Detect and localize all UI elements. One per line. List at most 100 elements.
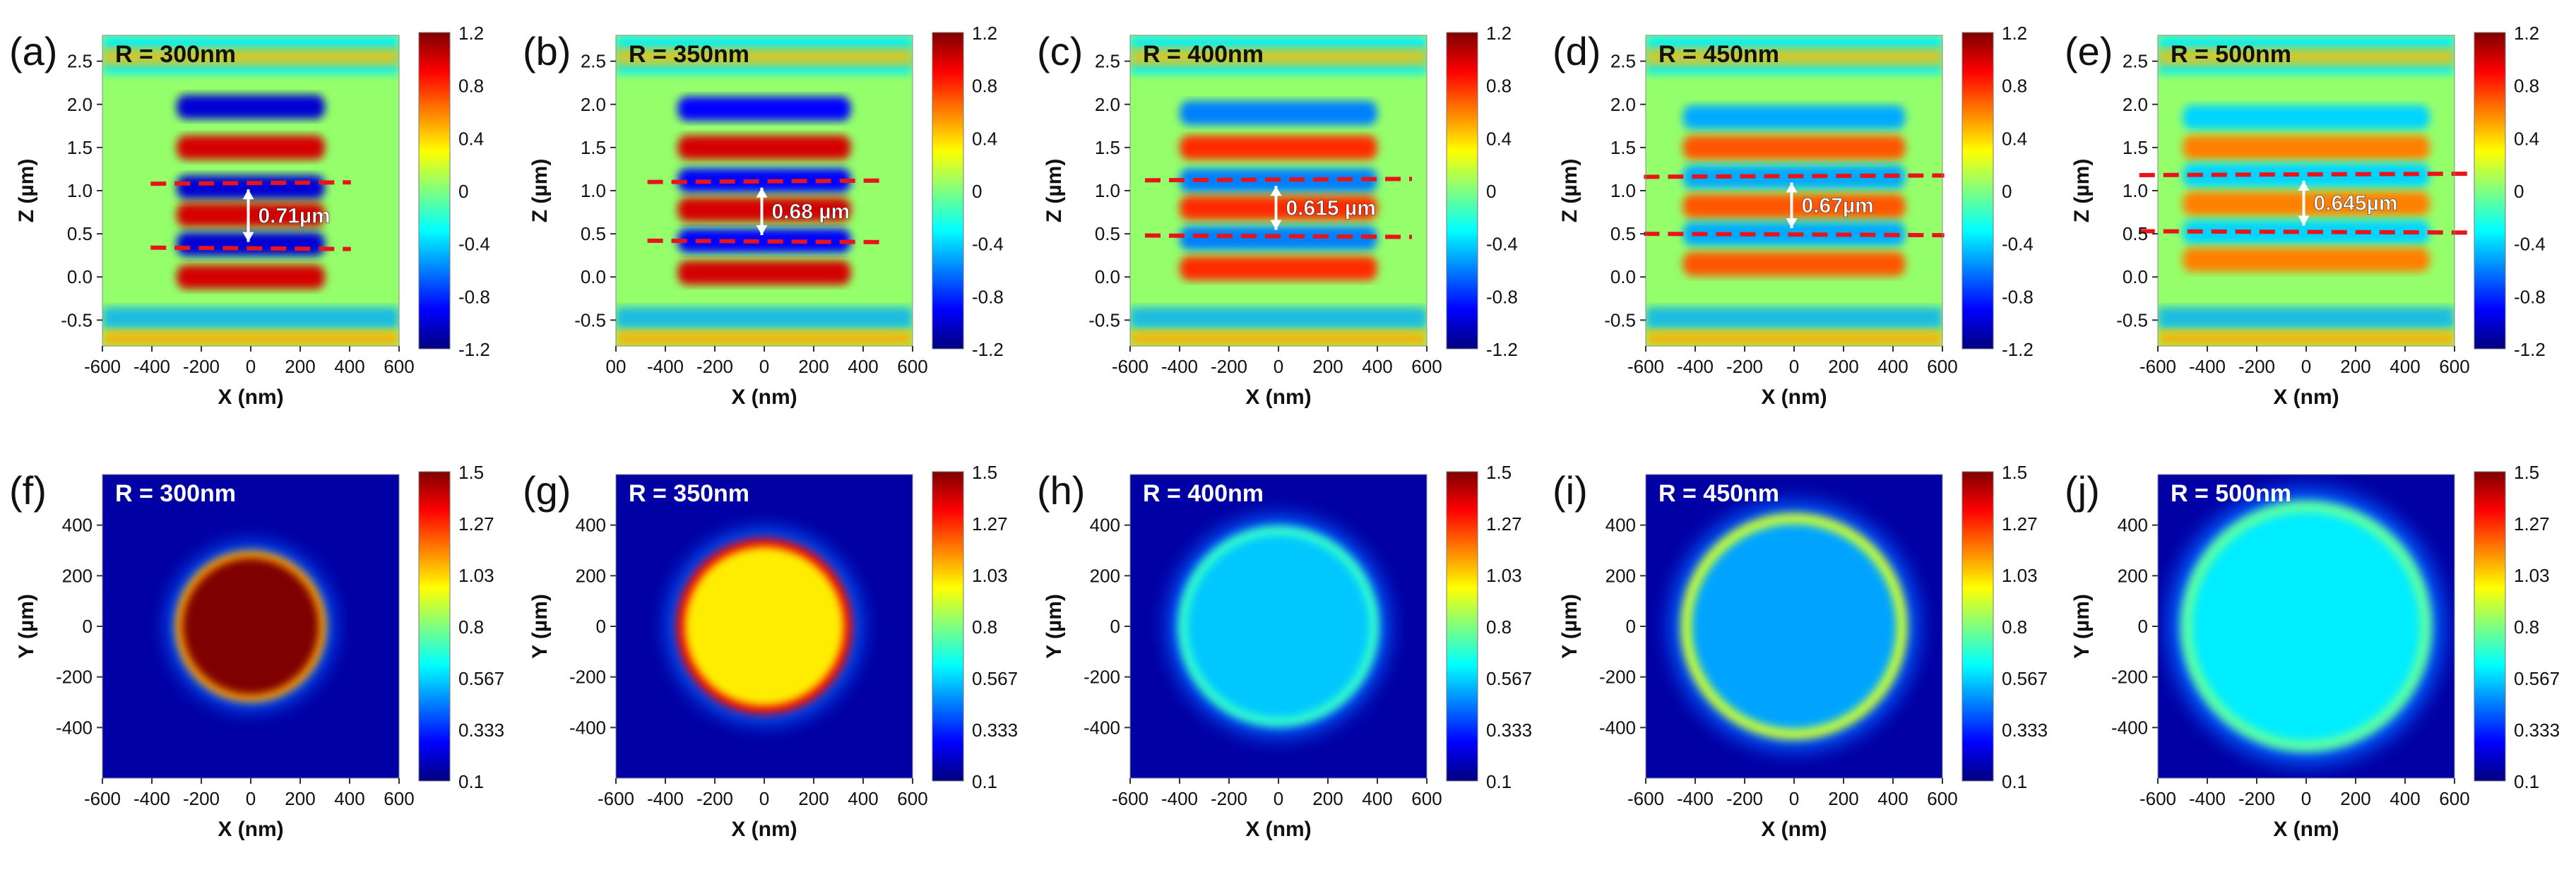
x-tick-label: 0 [1789,788,1799,809]
y-tick-label: -400 [56,717,93,738]
arrow-head-down [2298,215,2310,226]
field-band [177,232,325,256]
field-band [1180,256,1377,281]
x-tick-label: -200 [2238,788,2275,809]
x-tick-label: 0 [1274,356,1283,377]
disk-core [2192,513,2420,740]
radius-label: R = 300nm [115,41,236,68]
panel-letter: (f) [9,468,47,513]
panel-letter: (g) [523,468,571,513]
panel-b: 0.68 µm R = 350nm (b) 00 -400 -200 0 200 400 600 X… [523,23,1004,409]
x-tick-label: 0 [2301,788,2311,809]
panel-letter: (c) [1037,29,1083,73]
x-tick-label: -200 [1726,788,1763,809]
colorbar-tick-label: 0.567 [1486,668,1532,689]
y-tick-label: 0.5 [1095,223,1120,244]
radius-label: R = 350nm [629,480,749,507]
x-axis-label: X (nm) [2273,386,2339,409]
colorbar [932,32,964,350]
x-tick-label: -400 [2189,788,2226,809]
dashed-line [150,245,351,251]
x-tick-label: 400 [2390,788,2420,809]
x-tick-label: -600 [1627,788,1664,809]
x-tick-label: -600 [1112,788,1148,809]
top-band [1646,48,1942,66]
x-tick-label: -200 [183,356,220,377]
disk-core [684,547,844,706]
dashed-line [150,180,351,186]
y-tick-label: 2.5 [581,51,606,72]
colorbar-tick-label: 1.2 [972,23,997,44]
y-tick-label: 200 [2118,565,2148,586]
bottom-band [1130,330,1427,346]
colorbar-tick-label: -0.8 [1486,286,1518,307]
x-tick-label: 200 [2340,356,2370,377]
x-tick-label: 200 [1828,788,1858,809]
bottom-field [2158,307,2455,329]
x-tick-label: 400 [334,788,364,809]
panel-c: 0.615 µm R = 400nm (c) -600 -400 -200 0 200 400 6… [1037,23,1518,409]
colorbar-tick-label: -0.8 [2002,286,2034,307]
y-tick-label: -200 [1084,667,1120,688]
y-tick-label: 1.5 [1095,137,1120,158]
colorbar-tick-label: 0.567 [2514,668,2560,689]
field-band [1682,251,1906,276]
colorbar-tick-label: 0 [2514,181,2524,202]
y-tick-label: 2.0 [1610,94,1636,115]
dashed-line [1144,233,1413,239]
colorbar-tick-label: 0.8 [458,616,484,638]
colorbar-tick-label: 0.4 [2514,128,2539,149]
y-tick-label: 2.0 [67,94,93,115]
x-axis-label: X (nm) [1761,386,1827,409]
x-axis-label: X (nm) [731,818,797,841]
radius-label: R = 400nm [1143,480,1264,507]
y-tick-label: 2.5 [67,51,93,72]
dashed-line [1644,232,1945,238]
panel-f: R = 300nm (f) -600 -400 -200 0 200 400 600 X (nm)… [9,462,504,841]
x-tick-label: 00 [606,356,627,377]
arrow-head-up [1270,186,1282,196]
colorbar-tick-label: -0.4 [972,234,1004,255]
arrow-head-down [1786,218,1798,229]
x-tick-label: 400 [848,356,878,377]
y-tick-label: -200 [56,667,93,688]
x-axis-label: X (nm) [731,386,797,409]
heatmap-area [616,35,913,346]
y-tick-label: -400 [2111,717,2148,738]
x-tick-label: 0 [1274,788,1283,809]
x-tick-label: 600 [384,788,414,809]
y-tick-label: 400 [2118,515,2148,536]
x-tick-label: 200 [285,356,315,377]
x-tick-label: 0 [246,356,256,377]
y-tick-label: 200 [1090,565,1120,586]
y-axis-label: Y (µm) [1558,594,1581,659]
x-tick-label: 400 [848,788,878,809]
colorbar-tick-label: 0.8 [2002,616,2027,638]
x-tick-label: 600 [1411,356,1442,377]
colorbar-tick-label: 1.27 [458,513,494,535]
field-band [177,135,325,160]
y-axis-label: Z (µm) [1558,159,1581,223]
y-tick-label: 1.0 [2123,180,2148,201]
y-tick-label: 1.5 [581,137,606,158]
x-tick-label: 200 [285,788,315,809]
x-tick-label: 200 [798,356,829,377]
y-tick-label: -0.5 [2116,309,2148,330]
colorbar-tick-label: 1.27 [972,513,1008,535]
x-tick-label: -600 [1627,356,1664,377]
y-tick-label: 1.0 [1610,180,1636,201]
bottom-field [616,307,913,329]
y-axis-label: Y (µm) [528,594,552,659]
colorbar-tick-label: -0.8 [458,286,490,307]
bottom-band [1646,330,1942,346]
x-tick-label: 600 [897,356,927,377]
colorbar-tick-label: 0.333 [2514,720,2560,741]
bottom-field [1130,307,1427,329]
panel-d: 0.67µm R = 450nm (d) -600 -400 -200 0 200 400 600… [1553,23,2034,409]
x-tick-label: -200 [1726,356,1763,377]
colorbar-tick-label: 0.8 [2002,76,2027,97]
x-tick-label: -600 [598,788,634,809]
annotation-text: 0.645µm [2314,192,2398,215]
field-band [677,135,851,160]
radius-label: R = 500nm [2171,41,2291,68]
